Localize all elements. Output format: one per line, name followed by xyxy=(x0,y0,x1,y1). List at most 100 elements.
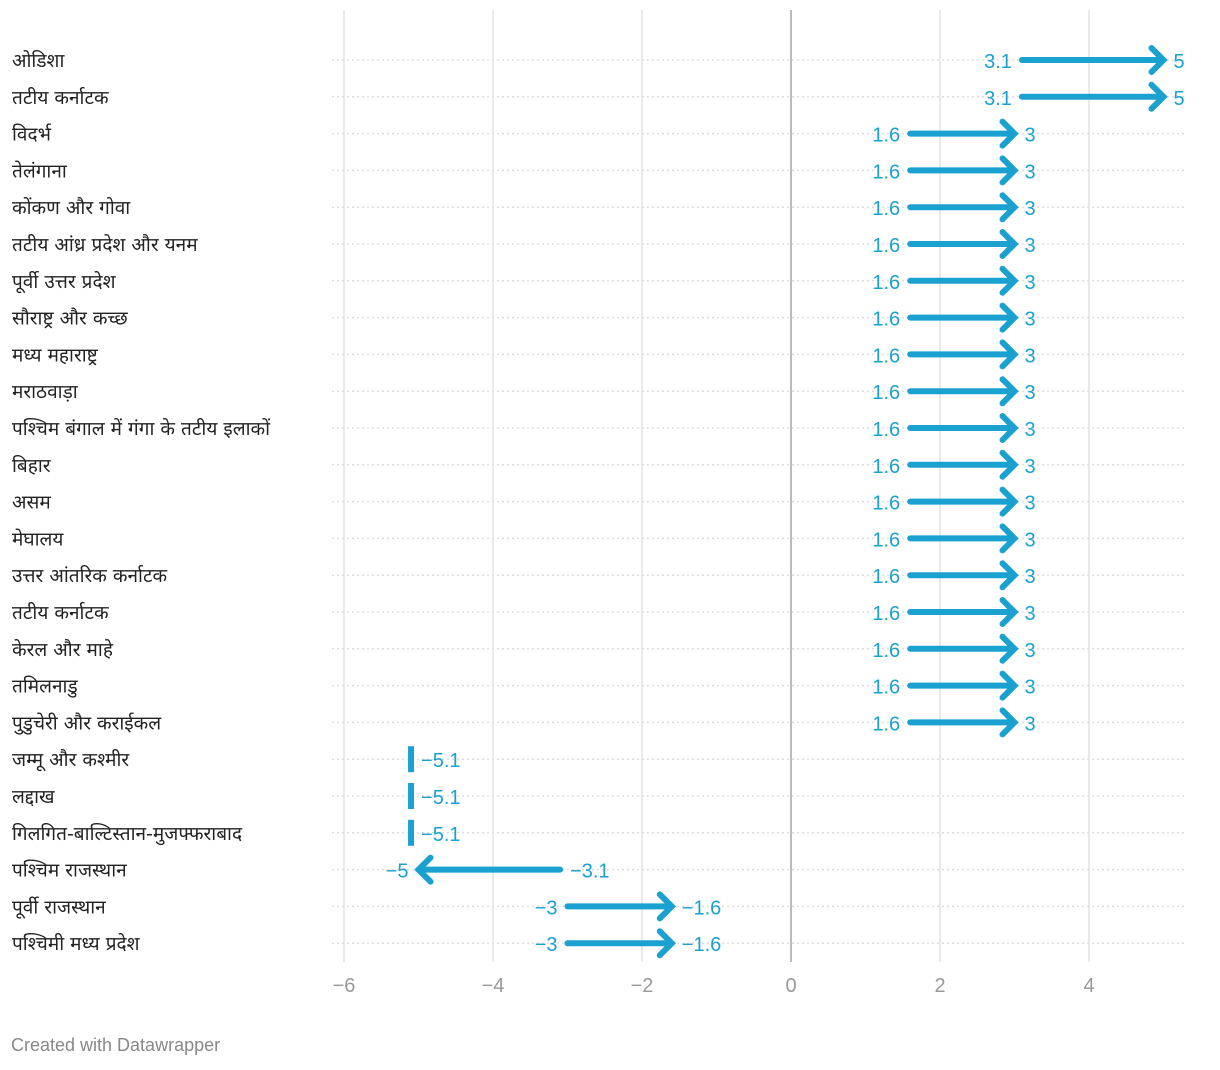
row-label: कोंकण और गोवा xyxy=(12,196,131,219)
end-value-label: 3 xyxy=(1025,529,1036,551)
arrow-head xyxy=(999,670,1019,701)
row-label: असम xyxy=(12,492,51,514)
end-value-label: 3 xyxy=(1025,493,1036,515)
start-value-label: 1.6 xyxy=(872,161,900,183)
end-value-label: 3 xyxy=(1025,309,1036,331)
arrow-head xyxy=(999,560,1019,591)
end-value-label: 3 xyxy=(1025,125,1036,147)
arrow-head xyxy=(1148,81,1168,112)
start-value-label: 1.6 xyxy=(872,235,900,257)
end-value-label: 3 xyxy=(1025,161,1036,183)
arrow-head xyxy=(999,229,1019,259)
row-label: तटीय कर्नाटक xyxy=(12,86,109,109)
end-value-label: 3 xyxy=(1025,235,1036,257)
arrow-head xyxy=(656,891,677,922)
arrow-head xyxy=(999,265,1019,296)
end-value-label: 3 xyxy=(1025,603,1036,625)
row-label: केरल और माहे xyxy=(12,638,114,661)
start-value-label: 1.6 xyxy=(872,125,900,147)
arrow-head xyxy=(414,854,434,885)
end-value-label: 5 xyxy=(1174,88,1185,110)
arrow-head xyxy=(1148,45,1168,75)
start-value-label: 1.6 xyxy=(872,382,900,404)
arrow-head xyxy=(999,707,1019,738)
row-label: मेघालय xyxy=(12,527,64,550)
arrow-head xyxy=(999,486,1019,517)
end-value-label: 3 xyxy=(1025,456,1036,478)
end-value-label: 3 xyxy=(1025,566,1036,588)
row-label: लद्दाख xyxy=(12,786,55,808)
end-value-label: −5.1 xyxy=(421,787,460,809)
arrow-head xyxy=(999,413,1019,443)
arrow-head xyxy=(999,339,1019,370)
start-value-label: 1.6 xyxy=(872,529,900,551)
start-value-label: 1.6 xyxy=(872,345,900,367)
x-tick-label: 4 xyxy=(1083,975,1094,997)
start-value-label: 3.1 xyxy=(984,51,1012,73)
start-value-label: 1.6 xyxy=(872,309,900,331)
end-value-label: 3 xyxy=(1025,419,1036,441)
row-label: पश्चिम राजस्थान xyxy=(12,859,127,882)
row-label: जम्मू और कश्मीर xyxy=(12,748,130,772)
start-value-label: −3 xyxy=(535,897,558,919)
end-value-label: −1.6 xyxy=(682,897,721,919)
end-value-label: 3 xyxy=(1025,677,1036,699)
credit-text: Created with Datawrapper xyxy=(11,1035,221,1055)
end-value-label: −5.1 xyxy=(421,750,460,772)
start-value-label: 1.6 xyxy=(872,640,900,662)
row-label: उत्तर आंतरिक कर्नाटक xyxy=(12,564,168,587)
start-value-label: 3.1 xyxy=(984,88,1012,110)
end-value-label: 3 xyxy=(1025,382,1036,404)
arrow-chart: −6 −4 −2 0 2 4 ओडिशा 3.1 5 तटीय कर्नाटक 3.1 5 विदर्भ… xyxy=(12,10,1186,997)
end-value-label: 5 xyxy=(1174,51,1185,73)
arrow-head xyxy=(999,118,1019,149)
start-value-label: 1.6 xyxy=(872,419,900,441)
start-value-label: −3.1 xyxy=(570,861,609,883)
end-value-label: −5 xyxy=(386,861,409,883)
end-value-label: 3 xyxy=(1025,640,1036,662)
end-value-label: −1.6 xyxy=(682,934,721,956)
row-label: गिलगित-बाल्टिस्तान-मुजफ्फराबाद xyxy=(12,822,243,846)
row-label: तटीय कर्नाटक xyxy=(12,601,109,624)
x-tick-label: −4 xyxy=(482,975,505,997)
start-value-label: 1.6 xyxy=(872,566,900,588)
row-label: तटीय आंध्र प्रदेश और यनम xyxy=(12,233,198,256)
x-tick-label: −6 xyxy=(333,975,356,997)
arrow-head xyxy=(999,449,1019,480)
end-value-label: 3 xyxy=(1025,345,1036,367)
row-label: सौराष्ट्र और कच्छ xyxy=(12,307,128,330)
row-label: तमिलनाडु xyxy=(12,675,78,699)
arrow-head xyxy=(999,155,1019,186)
start-value-label: 1.6 xyxy=(872,603,900,625)
row-label: मराठवाड़ा xyxy=(12,381,79,403)
x-tick-label: −2 xyxy=(631,975,654,997)
start-value-label: 1.6 xyxy=(872,272,900,294)
arrow-head xyxy=(999,523,1019,554)
start-value-label: 1.6 xyxy=(872,198,900,220)
x-tick-label: 2 xyxy=(934,975,945,997)
x-tick-label: 0 xyxy=(785,975,796,997)
row-label: पुडुचेरी और कराईकल xyxy=(12,711,162,735)
start-value-label: 1.6 xyxy=(872,493,900,515)
row-label: बिहार xyxy=(12,454,52,477)
row-label: पूर्वी राजस्थान xyxy=(12,895,106,919)
end-value-label: 3 xyxy=(1025,713,1036,735)
row-label: पश्चिम बंगाल में गंगा के तटीय इलाकों xyxy=(12,417,271,440)
start-value-label: 1.6 xyxy=(872,713,900,735)
end-value-label: 3 xyxy=(1025,272,1036,294)
row-label: पूर्वी उत्तर प्रदेश xyxy=(12,270,117,294)
arrow-head xyxy=(999,192,1019,223)
arrow-head xyxy=(656,928,677,959)
row-label: विदर्भ xyxy=(12,123,52,146)
row-label: तेलंगाना xyxy=(12,159,68,182)
end-value-label: 3 xyxy=(1025,198,1036,220)
start-value-label: 1.6 xyxy=(872,456,900,478)
arrow-head xyxy=(999,302,1019,333)
row-label: मध्य महाराष्ट्र xyxy=(12,344,99,366)
start-value-label: −3 xyxy=(535,934,558,956)
start-value-label: 1.6 xyxy=(872,677,900,699)
arrow-head xyxy=(999,633,1019,664)
end-value-label: −5.1 xyxy=(421,824,460,846)
row-label: पश्चिमी मध्य प्रदेश xyxy=(12,932,141,955)
row-label: ओडिशा xyxy=(12,49,65,72)
